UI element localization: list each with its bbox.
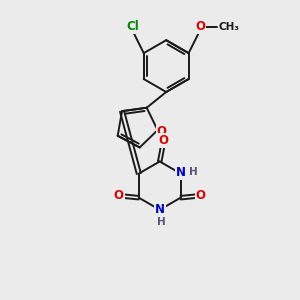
Text: O: O (195, 20, 205, 33)
Text: H: H (157, 217, 165, 227)
Text: O: O (158, 134, 169, 147)
Text: CH₃: CH₃ (219, 22, 240, 32)
Text: O: O (157, 125, 167, 138)
Text: O: O (114, 189, 124, 202)
Text: O: O (196, 189, 206, 202)
Text: N: N (155, 203, 165, 216)
Text: H: H (189, 167, 197, 177)
Text: Cl: Cl (127, 20, 139, 33)
Text: N: N (176, 167, 186, 179)
